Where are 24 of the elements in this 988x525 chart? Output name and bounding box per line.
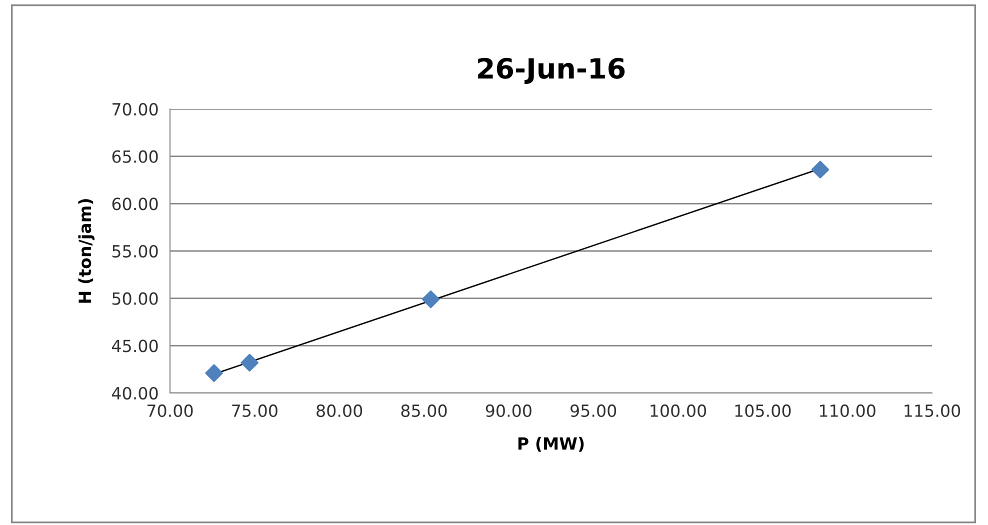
- x-tick-label: 80.00: [316, 404, 362, 418]
- y-axis-title: H (ton/jam): [78, 199, 95, 303]
- x-tick-label: 115.00: [904, 404, 960, 418]
- y-tick-label: 55.00: [112, 244, 158, 258]
- x-tick-label: 110.00: [820, 404, 876, 418]
- x-tick-label: 75.00: [232, 404, 278, 418]
- x-tick-label: 70.00: [148, 404, 193, 418]
- x-tick-label: 105.00: [735, 404, 791, 418]
- chart-title: 26-Jun-16: [478, 58, 625, 84]
- y-tick-label: 40.00: [112, 386, 158, 400]
- point: [205, 364, 223, 382]
- y-tick-label: 65.00: [112, 150, 158, 163]
- x-tick-label: 100.00: [650, 404, 706, 418]
- y-tick-label: 45.00: [112, 340, 158, 352]
- point: [240, 354, 258, 372]
- x-tick-label: 85.00: [401, 404, 447, 418]
- point: [422, 290, 440, 308]
- y-tick-label: 60.00: [112, 198, 158, 210]
- y-tick-label: 50.00: [112, 292, 158, 305]
- point: [811, 160, 830, 178]
- x-tick-label: 90.00: [486, 404, 532, 418]
- x-axis-title: P (MW): [518, 436, 584, 452]
- x-tick-label: 95.00: [570, 404, 616, 418]
- y-tick-label: 70.00: [112, 102, 158, 116]
